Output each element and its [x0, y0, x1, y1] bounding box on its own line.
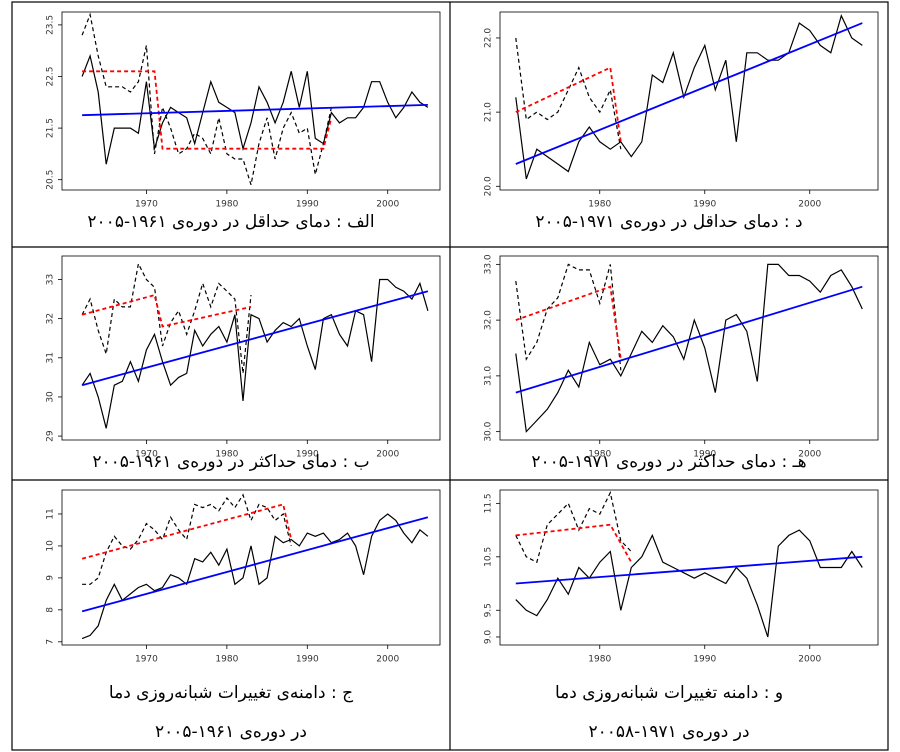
series-line: [82, 70, 333, 150]
y-tick-label: 20.5: [46, 170, 56, 190]
y-tick-label: 32.0: [484, 310, 494, 330]
y-tick-label: 23.5: [46, 15, 56, 35]
y-tick-label: 9.5: [484, 603, 494, 617]
series-line: [81, 290, 429, 387]
series-line: [515, 490, 632, 564]
x-tick-label: 1980: [215, 450, 238, 460]
x-tick-label: 1990: [693, 200, 716, 210]
y-tick-label: 21.5: [46, 118, 56, 138]
caption: هـ : دمای حداکثر در دوره‌ی ۱۹۷۱-۲۰۰۵: [531, 452, 806, 472]
series-line: [81, 503, 293, 560]
x-tick-label: 1990: [296, 450, 319, 460]
y-tick-label: 29: [46, 430, 56, 442]
x-tick-label: 1980: [588, 655, 611, 665]
caption: در دوره‌ی ۱۹۶۱-۲۰۰۵: [155, 722, 307, 742]
y-tick-label: 31: [46, 352, 56, 363]
y-tick-label: 11.5: [484, 493, 494, 513]
plot-frame: [61, 255, 441, 441]
x-tick-label: 1970: [135, 450, 158, 460]
x-tick-label: 2000: [798, 450, 821, 460]
series-line: [515, 529, 863, 638]
series-line: [81, 513, 429, 640]
caption: ب : دمای حداکثر در دوره‌ی ۱۹۶۱-۲۰۰۵: [92, 452, 369, 472]
plot-frame: [61, 11, 441, 191]
y-tick-label: 9: [46, 575, 56, 581]
series-line: [515, 13, 863, 180]
plot-frame: [499, 255, 879, 441]
y-tick-label: 20.0: [484, 176, 494, 196]
x-tick-label: 2000: [376, 450, 399, 460]
y-tick-label: 30: [46, 391, 56, 403]
series-line: [81, 53, 429, 165]
y-tick-label: 30.0: [484, 421, 494, 441]
series-line: [515, 285, 863, 394]
y-tick-label: 31.0: [484, 366, 494, 386]
x-tick-label: 1980: [215, 200, 238, 210]
series-line: [515, 22, 863, 165]
x-tick-label: 1970: [135, 655, 158, 665]
series-line: [81, 261, 252, 374]
x-tick-label: 2000: [798, 200, 821, 210]
y-tick-label: 10: [46, 540, 56, 552]
series-line: [515, 263, 622, 371]
caption: الف : دمای حداقل در دوره‌ی ۱۹۶۱-۲۰۰۵: [87, 212, 374, 232]
y-tick-label: 10.5: [484, 547, 494, 567]
table-grid: [11, 1, 889, 751]
y-tick-label: 22.0: [484, 28, 494, 48]
y-tick-label: 11: [46, 508, 56, 519]
caption: در دوره‌ی ۱۹۷۱-۲۰۰۵۸: [588, 722, 749, 742]
series-line: [81, 293, 252, 328]
y-tick-label: 8: [46, 607, 56, 613]
x-tick-label: 1990: [693, 655, 716, 665]
series-line: [82, 493, 292, 585]
series-line: [515, 66, 622, 142]
caption: ج : دامنه‌ی تغییرات شبانه‌روزی دما: [109, 683, 353, 703]
caption: و : دامنه تغییرات شبانه‌روزی دما: [555, 683, 783, 703]
y-tick-label: 9.0: [484, 630, 494, 645]
x-tick-label: 2000: [798, 655, 821, 665]
series-line: [515, 523, 633, 563]
x-tick-label: 1970: [135, 200, 158, 210]
x-tick-label: 1980: [215, 655, 238, 665]
series-line: [81, 278, 429, 429]
x-tick-label: 2000: [376, 200, 399, 210]
x-tick-label: 1990: [296, 200, 319, 210]
x-tick-label: 1980: [588, 200, 611, 210]
series-line: [515, 37, 622, 150]
series-line: [515, 263, 863, 433]
x-tick-label: 1980: [588, 450, 611, 460]
series-line: [82, 104, 428, 117]
y-tick-label: 22.5: [46, 66, 56, 86]
plot-frame: [61, 489, 441, 646]
x-tick-label: 2000: [376, 655, 399, 665]
y-tick-label: 33.0: [484, 254, 494, 274]
series-line: [515, 555, 863, 585]
y-tick-label: 7: [46, 639, 56, 645]
series-line: [515, 285, 622, 360]
y-tick-label: 33: [46, 274, 56, 285]
series-line: [81, 12, 332, 185]
plot-frame: [499, 489, 879, 646]
plot-frame: [499, 11, 879, 191]
y-tick-label: 21.0: [484, 102, 494, 122]
y-tick-label: 32: [46, 313, 56, 324]
series-line: [81, 516, 429, 613]
x-tick-label: 1990: [693, 450, 716, 460]
caption: د : دمای حداقل در دوره‌ی ۱۹۷۱-۲۰۰۵: [535, 212, 802, 232]
x-tick-label: 1990: [296, 655, 319, 665]
